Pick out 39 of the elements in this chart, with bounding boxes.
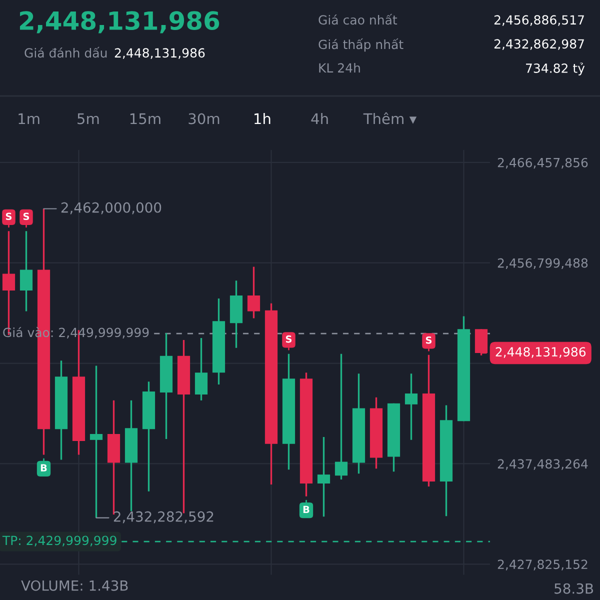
text: 5m (78, 113, 99, 124)
text: 4h (311, 112, 328, 124)
annotation: S (286, 335, 292, 343)
text: 1m (18, 113, 40, 124)
candlestick (90, 364, 103, 519)
text: 2,432,862,987 (494, 39, 584, 50)
annotation: B (40, 464, 47, 472)
text: Giá đánh dấu (24, 46, 107, 58)
text: VOLUME: 1.43B (21, 580, 128, 591)
y-tick-label: 2,456,799,488 (498, 258, 588, 270)
text: 58.3B (554, 583, 594, 594)
annotation: S (426, 336, 432, 344)
text: 2,456,886,517 (494, 15, 584, 26)
candlestick (317, 436, 330, 518)
annotation: S (23, 212, 30, 220)
candlestick (404, 372, 418, 441)
text: Thêm ▾ (363, 112, 417, 124)
annotation: S (6, 212, 12, 220)
text: 1h (254, 112, 270, 124)
text: 734.82 tỷ (526, 62, 585, 76)
ref-line-label: TP: 2,429,999,999 (2, 536, 116, 546)
candlestick (247, 266, 260, 320)
candlestick (334, 352, 348, 480)
y-tick-label: 2,466,457,856 (498, 158, 588, 169)
text: 15m (130, 113, 160, 124)
text: KL 24h (319, 62, 360, 72)
y-tick-label: 2,427,825,152 (498, 560, 588, 570)
annotation: 2,462,000,000 (61, 202, 162, 214)
ref-line-label: 2,448,131,986 (496, 347, 586, 358)
text: Giá cao nhất (318, 14, 398, 25)
chart-title: 2,448,131,986 (114, 48, 205, 59)
text: 30m (188, 113, 220, 124)
text: 2,448,131,986 (20, 11, 220, 34)
candlestick (20, 230, 33, 312)
text: Giá thấp nhất (318, 38, 404, 52)
y-tick-label: 2,437,483,264 (498, 459, 588, 470)
candlestick (194, 337, 208, 402)
annotation: B (303, 506, 310, 513)
annotation: 2,432,282,592 (114, 511, 214, 524)
